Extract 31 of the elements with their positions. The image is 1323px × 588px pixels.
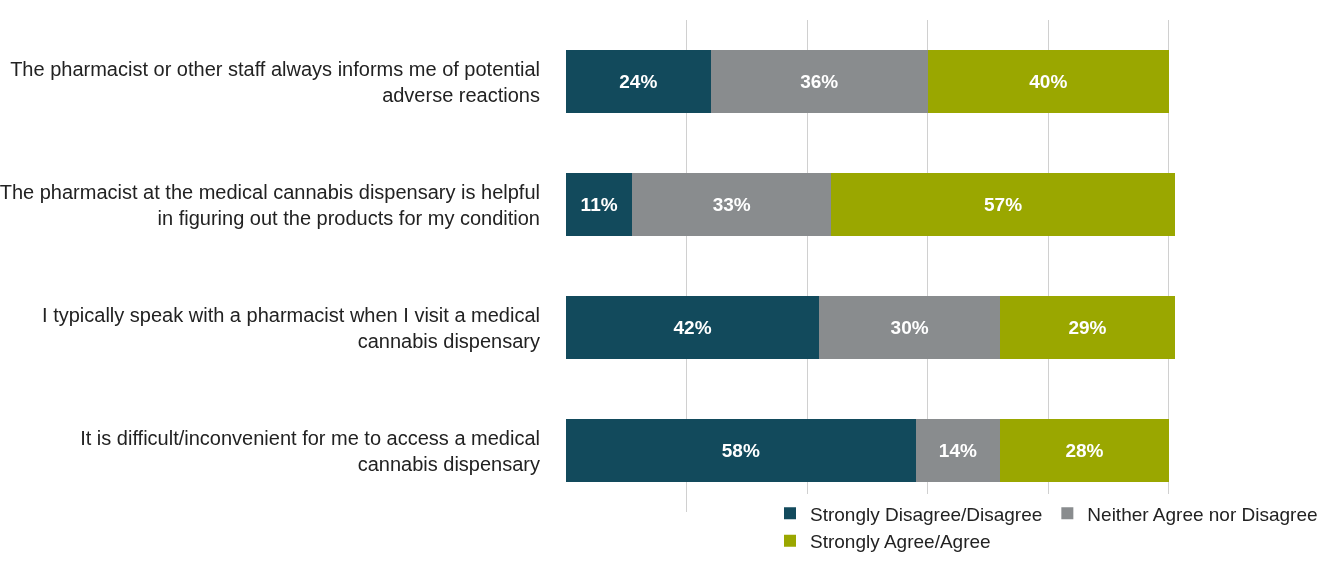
bar xyxy=(831,172,1175,237)
y-tick-label: I typically speak with a pharmacist when I visit a medical cannabis dispensary xyxy=(42,303,540,352)
data-label: 33% xyxy=(712,194,751,215)
legend-label: Strongly Disagree/Disagree xyxy=(810,503,1043,525)
y-tick-label: The pharmacist at the medical cannabis dispensary is helpful in figuring out the products for my condition xyxy=(0,180,540,229)
data-label: 11% xyxy=(580,194,618,215)
data-label: 57% xyxy=(984,194,1023,215)
y-tick-label: The pharmacist or other staff always informs me of potential adverse reactions xyxy=(10,57,540,106)
bar xyxy=(710,49,928,114)
bar xyxy=(927,49,1169,114)
bar xyxy=(566,172,633,237)
data-label: 29% xyxy=(1068,317,1107,338)
data-label: 58% xyxy=(721,440,760,461)
bar xyxy=(819,295,1001,360)
y-tick-label: It is difficult/inconvenient for me to access a medical cannabis dispensary xyxy=(80,426,540,475)
bar xyxy=(915,418,1001,483)
data-label: 36% xyxy=(800,71,839,92)
data-label: 30% xyxy=(890,317,929,338)
bar xyxy=(566,49,711,114)
bar xyxy=(566,295,820,360)
bar xyxy=(1000,418,1169,483)
data-label: 42% xyxy=(673,317,712,338)
data-label: 24% xyxy=(619,71,658,92)
bar xyxy=(1000,295,1175,360)
data-label: 28% xyxy=(1065,440,1104,461)
bar xyxy=(566,418,916,483)
data-label: 14% xyxy=(938,440,977,461)
bar xyxy=(632,172,832,237)
data-label: 40% xyxy=(1029,71,1068,92)
legend-label: Strongly Agree/Agree xyxy=(810,531,991,553)
legend-label: Neither Agree nor Disagree xyxy=(1087,503,1318,525)
